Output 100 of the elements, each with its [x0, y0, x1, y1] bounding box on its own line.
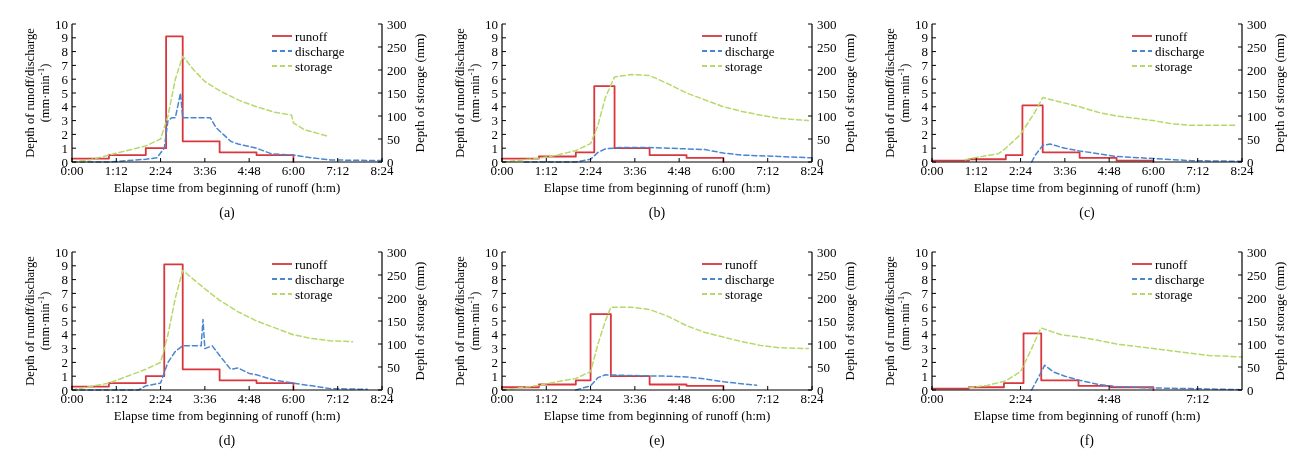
x-axis-title: Elapse time from beginning of runoff (h:m) [543, 408, 771, 423]
y-tick-label: 3 [491, 113, 498, 129]
y-tick-label: 1 [921, 140, 928, 156]
x-tick-label: 7:12 [326, 391, 350, 406]
line-series [575, 374, 758, 391]
y-tick-label: 4 [61, 99, 69, 115]
y-tick-label: 1 [61, 368, 68, 384]
y2-tick-label: 200 [817, 62, 837, 78]
x-tick-label: 3:36 [193, 391, 217, 406]
y-tick-label: 7 [921, 57, 929, 73]
y-tick-label: 8 [61, 272, 68, 288]
legend-label: runoff [1155, 28, 1188, 44]
y-tick-label: 1 [921, 368, 928, 384]
y2-tick-label: 300 [387, 244, 407, 260]
y-tick-label: 7 [61, 285, 69, 301]
text: (c) [1079, 205, 1096, 221]
y-tick-label: 1 [61, 140, 68, 156]
y-tick-label: 6 [61, 299, 69, 315]
x-tick-label: 3:36 [193, 163, 217, 178]
x-tick-label: 1:12 [534, 163, 558, 178]
x-tick-label: 6:00 [711, 163, 735, 178]
y-tick-label: 5 [491, 85, 498, 101]
legend-label: discharge [295, 271, 345, 287]
y-tick-label: 6 [491, 299, 499, 315]
x-tick-label: 4:48 [1097, 391, 1121, 406]
y-tick-label: 5 [921, 85, 928, 101]
x-tick-label: 2:24 [579, 163, 603, 178]
y-tick-label: 7 [491, 57, 499, 73]
legend-label: discharge [1155, 271, 1205, 287]
x-tick-label: 2:24 [579, 391, 603, 406]
x-tick-label: 2:24 [149, 391, 173, 406]
y2-tick-label: 150 [387, 313, 407, 329]
y2-tick-label: 200 [387, 290, 407, 306]
y-tick-label: 10 [915, 16, 928, 32]
y2-tick-label: 300 [817, 244, 837, 260]
y-tick-label: 10 [485, 244, 498, 260]
y2-tick-label: 100 [817, 108, 837, 124]
y2-tick-label: 300 [1247, 16, 1267, 32]
y2-axis-title: Depth of storage (mm) [412, 261, 427, 381]
text: (a) [219, 205, 236, 221]
legend-label: discharge [295, 43, 345, 59]
y2-tick-label: 50 [817, 359, 830, 375]
y-tick-label: 8 [921, 272, 928, 288]
y-tick-label: 10 [485, 16, 498, 32]
y-tick-label: 10 [915, 244, 928, 260]
x-axis-title: Elapse time from beginning of runoff (h:m) [543, 180, 771, 195]
y-tick-label: 4 [61, 327, 69, 343]
y-tick-label: 2 [491, 354, 498, 370]
y-tick-label: 9 [491, 30, 498, 46]
y-tick-label: 5 [921, 313, 928, 329]
y2-tick-label: 0 [1247, 382, 1254, 398]
x-tick-label: 4:48 [1097, 163, 1121, 178]
y2-axis-title: Depth of storage (mm) [1272, 261, 1287, 381]
x-tick-label: 4:48 [667, 163, 691, 178]
x-axis-title: Elapse time from beginning of runoff (h:m) [113, 180, 341, 195]
y2-tick-label: 250 [817, 39, 837, 55]
x-axis-title: Elapse time from beginning of runoff (h:m) [973, 180, 1201, 195]
x-tick-label: 6:00 [711, 391, 735, 406]
x-tick-label: 1:12 [534, 391, 558, 406]
x-tick-label: 3:36 [623, 391, 647, 406]
text: (e) [649, 433, 666, 449]
y2-tick-label: 150 [817, 85, 837, 101]
y2-tick-label: 150 [1247, 85, 1267, 101]
legend-label: storage [725, 58, 763, 74]
y-tick-label: 7 [921, 285, 929, 301]
y2-tick-label: 250 [1247, 267, 1267, 283]
y-tick-label: 7 [61, 57, 69, 73]
x-tick-label: 6:00 [281, 391, 305, 406]
y-tick-label: 8 [491, 44, 498, 60]
y-tick-label: 2 [491, 126, 498, 142]
line-series [968, 327, 1243, 389]
x-tick-label: 1:12 [104, 163, 128, 178]
legend-label: runoff [295, 256, 328, 272]
y-tick-label: 4 [921, 327, 929, 343]
y-tick-label: 8 [921, 44, 928, 60]
y2-tick-label: 250 [817, 267, 837, 283]
y-tick-label: 6 [921, 71, 929, 87]
y2-tick-label: 150 [817, 313, 837, 329]
x-tick-label: 7:12 [756, 391, 780, 406]
legend-label: storage [295, 286, 333, 302]
x-tick-label: 4:48 [667, 391, 691, 406]
y2-tick-label: 50 [1247, 131, 1260, 147]
legend-label: discharge [725, 43, 775, 59]
y2-tick-label: 150 [387, 85, 407, 101]
y-tick-label: 5 [61, 313, 68, 329]
y2-tick-label: 50 [817, 131, 830, 147]
y2-tick-label: 100 [387, 336, 407, 352]
x-tick-label: 1:12 [964, 163, 988, 178]
x-tick-label: 7:12 [326, 163, 350, 178]
x-axis-title: Elapse time from beginning of runoff (h:m) [113, 408, 341, 423]
y-tick-label: 3 [921, 113, 928, 129]
y2-tick-label: 50 [387, 131, 400, 147]
y-tick-label: 5 [61, 85, 68, 101]
legend-label: storage [1155, 58, 1193, 74]
x-tick-label: 3:36 [1053, 163, 1077, 178]
y-tick-label: 9 [61, 258, 68, 274]
x-tick-label: 3:36 [623, 163, 647, 178]
y2-axis-title: Depth of storage (mm) [412, 33, 427, 153]
y-tick-label: 5 [491, 313, 498, 329]
y2-tick-label: 150 [1247, 313, 1267, 329]
